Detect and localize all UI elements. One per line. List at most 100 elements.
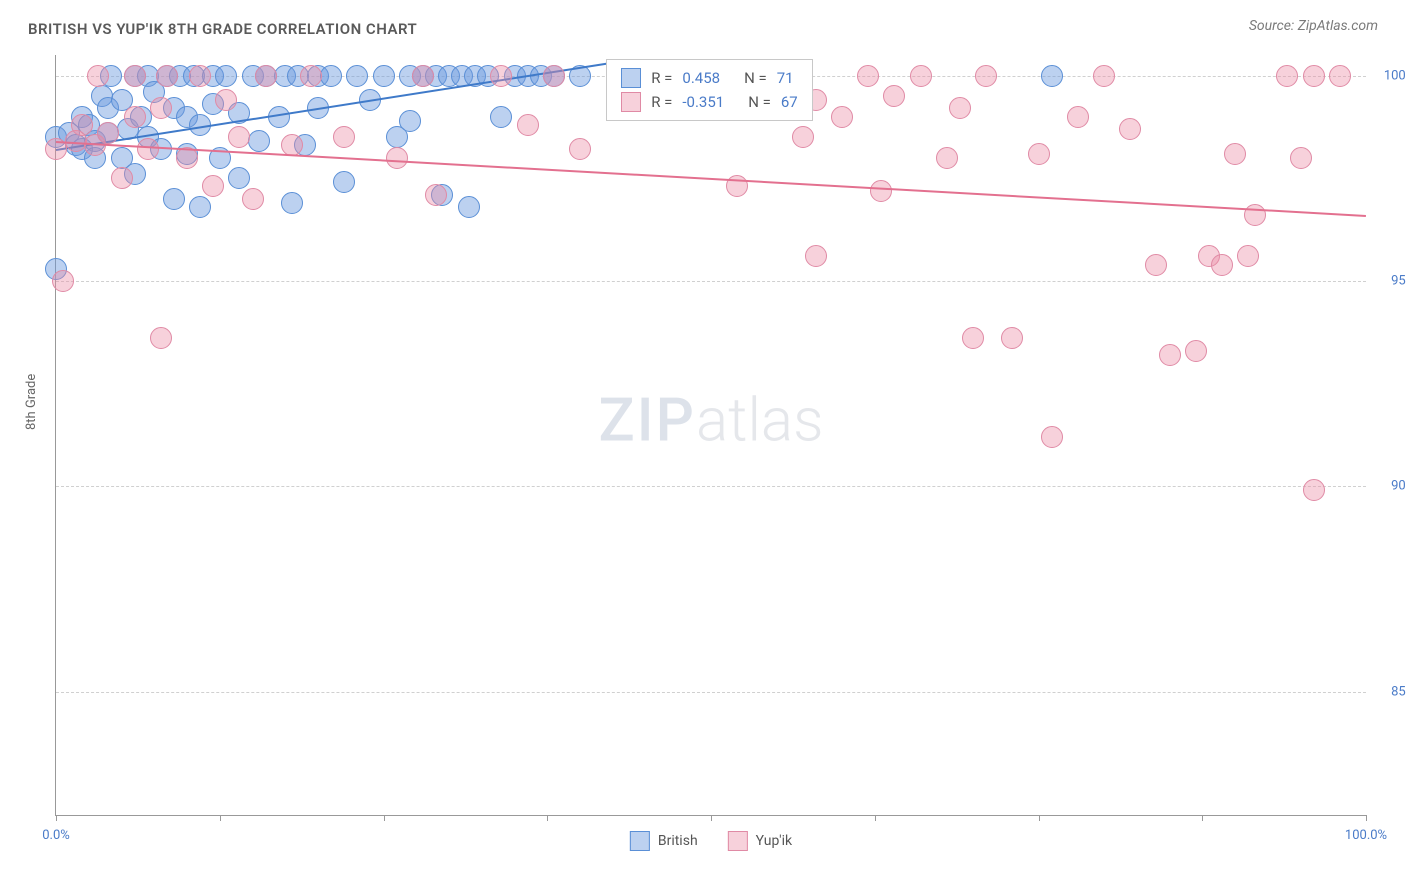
legend-n-label: N = (748, 93, 771, 111)
scatter-point (1237, 245, 1259, 267)
scatter-point (425, 184, 447, 206)
scatter-point (569, 138, 591, 160)
legend-item: British (630, 831, 698, 851)
chart-title: BRITISH VS YUP'IK 8TH GRADE CORRELATION … (28, 20, 417, 38)
scatter-point (202, 175, 224, 197)
scatter-point (1276, 65, 1298, 87)
scatter-point (163, 188, 185, 210)
x-tick (56, 815, 57, 821)
scatter-point (87, 65, 109, 87)
scatter-point (71, 114, 93, 136)
legend-swatch (630, 831, 650, 851)
scatter-point (1211, 254, 1233, 276)
scatter-point (52, 270, 74, 292)
scatter-point (1041, 65, 1063, 87)
scatter-point (111, 167, 133, 189)
scatter-point (412, 65, 434, 87)
scatter-point (242, 188, 264, 210)
scatter-point (1093, 65, 1115, 87)
source-name: ZipAtlas.com (1298, 18, 1378, 34)
legend-row: R = 0.458 N = 71 (621, 66, 798, 90)
scatter-point (458, 196, 480, 218)
x-tick-label: 100.0% (1345, 828, 1387, 843)
scatter-point (543, 65, 565, 87)
scatter-point (215, 89, 237, 111)
scatter-point (1303, 479, 1325, 501)
legend-r-label: R = (651, 69, 672, 87)
scatter-point (1067, 106, 1089, 128)
scatter-point (281, 192, 303, 214)
x-tick (220, 815, 221, 821)
scatter-point (975, 65, 997, 87)
scatter-point (373, 65, 395, 87)
scatter-point (1028, 143, 1050, 165)
scatter-point (386, 147, 408, 169)
scatter-point (333, 126, 355, 148)
legend-item: Yup'ik (728, 831, 792, 851)
scatter-point (156, 65, 178, 87)
scatter-point (805, 245, 827, 267)
scatter-point (333, 171, 355, 193)
scatter-point (490, 65, 512, 87)
scatter-point (870, 180, 892, 202)
scatter-point (1290, 147, 1312, 169)
scatter-point (1145, 254, 1167, 276)
y-tick-label: 100.0% (1384, 68, 1406, 83)
legend-r-value: 0.458 (682, 69, 720, 87)
scatter-point (936, 147, 958, 169)
legend-n-value: 67 (781, 93, 798, 111)
scatter-point (883, 85, 905, 107)
source-attribution: Source: ZipAtlas.com (1249, 18, 1378, 34)
scatter-point (320, 65, 342, 87)
scatter-point (300, 65, 322, 87)
x-tick (1202, 815, 1203, 821)
scatter-point (1041, 426, 1063, 448)
scatter-point (189, 196, 211, 218)
gridline (56, 692, 1366, 693)
x-tick (875, 815, 876, 821)
scatter-point (97, 122, 119, 144)
legend-n-label: N = (744, 69, 767, 87)
chart-plot-area: ZIPatlas BritishYup'ik 85.0%90.0%95.0%10… (55, 55, 1366, 816)
gridline (56, 281, 1366, 282)
watermark-zip: ZIP (599, 384, 696, 455)
scatter-point (792, 126, 814, 148)
scatter-point (962, 327, 984, 349)
scatter-point (124, 106, 146, 128)
legend-n-value: 71 (777, 69, 794, 87)
scatter-point (189, 65, 211, 87)
scatter-point (1159, 344, 1181, 366)
scatter-point (399, 110, 421, 132)
legend-swatch (621, 92, 641, 112)
scatter-point (124, 65, 146, 87)
scatter-point (137, 138, 159, 160)
scatter-point (910, 65, 932, 87)
x-tick (711, 815, 712, 821)
scatter-point (1001, 327, 1023, 349)
x-tick (1039, 815, 1040, 821)
legend-swatch (621, 68, 641, 88)
scatter-point (150, 97, 172, 119)
scatter-point (517, 114, 539, 136)
scatter-point (228, 126, 250, 148)
scatter-point (1329, 65, 1351, 87)
scatter-point (248, 130, 270, 152)
scatter-point (857, 65, 879, 87)
y-tick-label: 95.0% (1391, 273, 1406, 288)
legend-bottom: British Yup'ik (630, 831, 792, 851)
x-tick-label: 0.0% (42, 828, 70, 843)
legend-swatch (728, 831, 748, 851)
scatter-point (215, 65, 237, 87)
scatter-point (1185, 340, 1207, 362)
y-tick-label: 85.0% (1391, 684, 1406, 699)
watermark: ZIPatlas (599, 384, 824, 455)
stats-legend: R = 0.458 N = 71 R = -0.351N = 67 (606, 59, 813, 121)
x-tick (547, 815, 548, 821)
scatter-point (1224, 143, 1246, 165)
scatter-point (949, 97, 971, 119)
scatter-point (490, 106, 512, 128)
legend-row: R = -0.351N = 67 (621, 90, 798, 114)
watermark-atlas: atlas (696, 384, 824, 455)
scatter-point (346, 65, 368, 87)
scatter-point (1303, 65, 1325, 87)
